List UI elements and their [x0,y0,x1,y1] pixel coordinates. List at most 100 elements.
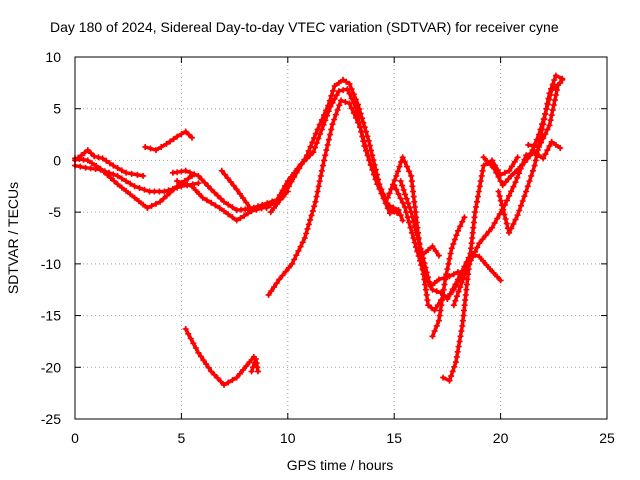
data-point [432,247,439,254]
data-point [406,168,413,175]
x-tick-label: 5 [178,430,186,446]
data-point [390,204,397,211]
data-point [540,135,547,142]
data-point [508,163,515,170]
data-point [476,240,483,247]
data-point [203,361,210,367]
data-point [535,144,542,150]
data-point [485,228,492,235]
data-point [540,155,547,162]
series-arc-3 [72,155,195,211]
data-point [371,171,378,178]
data-point [421,250,427,257]
data-point [444,296,451,302]
data-point [512,179,519,186]
data-point [409,183,416,190]
data-point [291,174,298,180]
data-point [274,200,281,207]
data-point [523,188,530,195]
data-point [518,202,524,209]
data-point [410,218,417,225]
data-point [221,208,227,215]
data-point [480,154,487,161]
data-point [236,370,243,377]
data-point [221,171,228,178]
data-point [190,340,197,347]
data-point [491,220,498,227]
data-point [447,291,454,298]
data-point [77,163,84,170]
data-point [501,211,508,218]
data-point [81,149,88,156]
series-line [445,251,503,301]
data-point [114,172,121,179]
data-point [408,178,415,185]
y-tick-label: -5 [49,204,62,220]
data-point [475,188,482,195]
data-point [384,194,391,201]
data-point [487,266,493,272]
data-point [152,200,159,207]
data-point [544,147,551,154]
data-point [299,239,306,246]
data-point [316,121,323,128]
series-points [182,326,257,388]
data-point [225,379,232,386]
data-point [346,80,353,87]
data-point [555,81,562,88]
data-point [469,235,476,241]
data-point [301,235,308,241]
data-point [455,288,462,295]
data-point [533,152,540,159]
data-point [540,121,547,128]
data-point [208,186,215,193]
series-arc-15 [397,178,461,290]
data-point [541,116,548,123]
data-point [516,207,523,214]
data-point [425,246,432,253]
data-point [482,232,489,239]
data-point [550,102,557,109]
data-point [84,147,91,154]
data-point [325,102,332,109]
data-point [265,291,272,298]
data-point [463,286,470,293]
data-point [355,101,361,108]
data-point [298,160,305,167]
data-point [225,211,232,218]
data-point [512,216,519,223]
data-point [285,264,292,271]
data-point [433,322,440,329]
data-point [480,162,487,169]
data-point [199,194,206,201]
data-point [449,286,456,293]
data-point [279,272,286,279]
data-point [358,129,365,135]
data-point [285,183,292,190]
data-point [233,186,240,193]
data-point [170,136,177,143]
data-point [435,252,442,259]
data-point [451,363,458,370]
data-point [447,250,454,257]
data-point [539,126,546,133]
data-point [356,106,363,113]
chart-title: Day 180 of 2024, Sidereal Day-to-day VTE… [50,19,559,35]
data-point [157,198,164,205]
data-point [233,217,240,224]
data-point [554,87,560,93]
data-point [140,172,147,179]
data-point [411,239,418,246]
data-point [459,322,466,329]
data-point [548,85,555,92]
data-point [192,345,199,351]
data-point [214,192,221,199]
data-point [282,268,289,275]
data-point [301,156,308,163]
data-point [548,138,555,145]
data-point [217,195,224,202]
data-point [103,157,110,164]
data-point [214,375,221,382]
data-point [104,171,111,178]
data-point [323,147,330,154]
